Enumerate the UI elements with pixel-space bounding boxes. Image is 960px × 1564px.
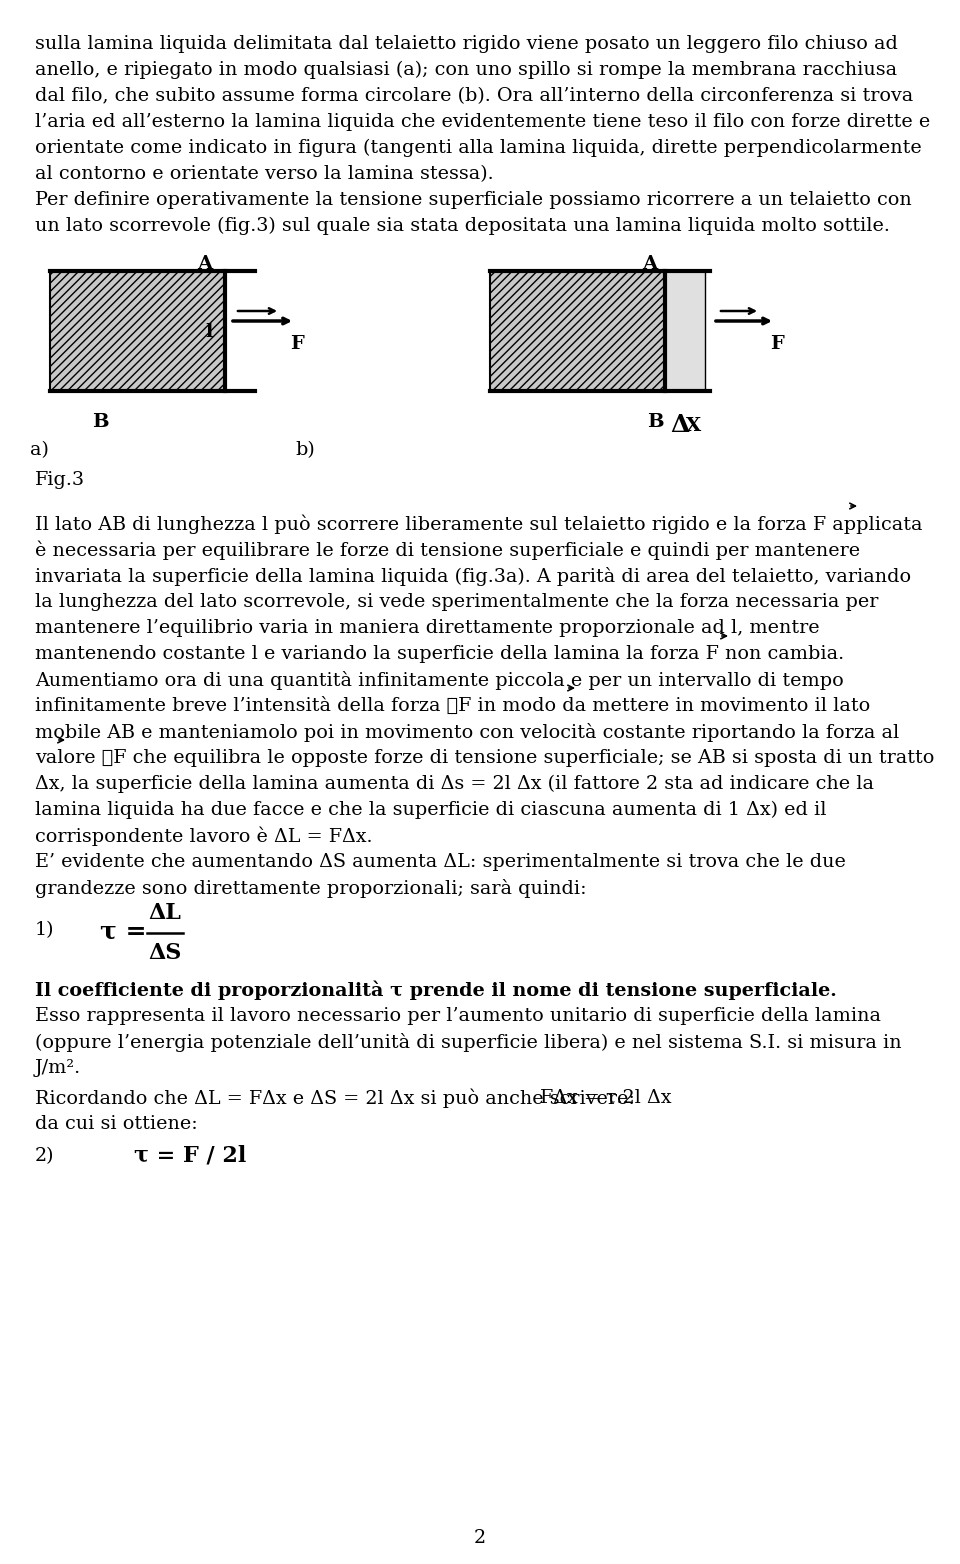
Text: A: A [198, 255, 212, 274]
Text: Il lato AB di lunghezza l può scorrere liberamente sul telaietto rigido e la for: Il lato AB di lunghezza l può scorrere l… [35, 515, 923, 535]
Text: F: F [770, 335, 783, 353]
Text: Esso rappresenta il lavoro necessario per l’aumento unitario di superficie della: Esso rappresenta il lavoro necessario pe… [35, 1007, 881, 1024]
Text: l’aria ed all’esterno la lamina liquida che evidentemente tiene teso il filo con: l’aria ed all’esterno la lamina liquida … [35, 113, 930, 131]
Text: τ =: τ = [100, 920, 147, 943]
Text: grandezze sono direttamente proporzionali; sarà quindi:: grandezze sono direttamente proporzional… [35, 879, 587, 898]
Text: sulla lamina liquida delimitata dal telaietto rigido viene posato un leggero fil: sulla lamina liquida delimitata dal tela… [35, 34, 898, 53]
Text: corrispondente lavoro è ΔL = FΔx.: corrispondente lavoro è ΔL = FΔx. [35, 827, 372, 846]
Text: orientate come indicato in figura (tangenti alla lamina liquida, dirette perpend: orientate come indicato in figura (tange… [35, 139, 922, 158]
Text: la lunghezza del lato scorrevole, si vede sperimentalmente che la forza necessar: la lunghezza del lato scorrevole, si ved… [35, 593, 878, 612]
Text: F: F [290, 335, 303, 353]
Text: valore ⃗F che equilibra le opposte forze di tensione superficiale; se AB si spos: valore ⃗F che equilibra le opposte forze… [35, 749, 934, 766]
Text: Per definire operativamente la tensione superficiale possiamo ricorrere a un tel: Per definire operativamente la tensione … [35, 191, 912, 210]
Text: al contorno e orientate verso la lamina stessa).: al contorno e orientate verso la lamina … [35, 164, 493, 183]
Text: A: A [642, 255, 658, 274]
Text: infinitamente breve l’intensità della forza ⃗F in modo da mettere in movimento i: infinitamente breve l’intensità della fo… [35, 698, 871, 715]
Text: invariata la superficie della lamina liquida (fig.3a). A parità di area del tela: invariata la superficie della lamina liq… [35, 568, 911, 586]
Text: ΔL: ΔL [149, 902, 181, 924]
Text: ΔS: ΔS [148, 942, 181, 963]
Text: J/m².: J/m². [35, 1059, 82, 1078]
Bar [50, 271, 225, 391]
Text: (oppure l’energia potenziale dell’unità di superficie libera) e nel sistema S.I.: (oppure l’energia potenziale dell’unità … [35, 1032, 901, 1053]
Text: B: B [647, 413, 663, 432]
Text: FΔx = τ.2l Δx: FΔx = τ.2l Δx [540, 1089, 671, 1107]
Text: Ricordando che ΔL = FΔx e ΔS = 2l Δx si può anche scrivere:: Ricordando che ΔL = FΔx e ΔS = 2l Δx si … [35, 1089, 635, 1109]
Text: è necessaria per equilibrare le forze di tensione superficiale e quindi per mant: è necessaria per equilibrare le forze di… [35, 541, 860, 560]
Text: X: X [686, 418, 701, 435]
Text: da cui si ottiene:: da cui si ottiene: [35, 1115, 198, 1132]
Text: 1): 1) [35, 921, 55, 938]
Text: Fig.3: Fig.3 [35, 471, 85, 490]
Bar [490, 271, 665, 391]
Text: lamina liquida ha due facce e che la superficie di ciascuna aumenta di 1 Δx) ed : lamina liquida ha due facce e che la sup… [35, 801, 827, 820]
Text: mobile AB e manteniamolo poi in movimento con velocità costante riportando la fo: mobile AB e manteniamolo poi in moviment… [35, 723, 900, 741]
Text: anello, e ripiegato in modo qualsiasi (a); con uno spillo si rompe la membrana r: anello, e ripiegato in modo qualsiasi (a… [35, 61, 898, 80]
Text: mantenere l’equilibrio varia in maniera direttamente proporzionale ad l, mentre: mantenere l’equilibrio varia in maniera … [35, 619, 820, 637]
Bar [665, 271, 705, 391]
Text: mantenendo costante l e variando la superficie della lamina la forza F non cambi: mantenendo costante l e variando la supe… [35, 644, 844, 663]
Text: l: l [205, 324, 213, 341]
Text: Aumentiamo ora di una quantità infinitamente piccola e per un intervallo di temp: Aumentiamo ora di una quantità infinitam… [35, 671, 844, 690]
Text: E’ evidente che aumentando ΔS aumenta ΔL: sperimentalmente si trova che le due: E’ evidente che aumentando ΔS aumenta ΔL… [35, 852, 846, 871]
Text: Δx, la superficie della lamina aumenta di Δs = 2l Δx (il fattore 2 sta ad indica: Δx, la superficie della lamina aumenta d… [35, 776, 874, 793]
Text: 2: 2 [474, 1530, 486, 1547]
Text: a): a) [30, 441, 49, 458]
Text: 2): 2) [35, 1146, 55, 1165]
Text: b): b) [295, 441, 315, 458]
Text: dal filo, che subito assume forma circolare (b). Ora all’interno della circonfer: dal filo, che subito assume forma circol… [35, 88, 913, 105]
Text: un lato scorrevole (fig.3) sul quale sia stata depositata una lamina liquida mol: un lato scorrevole (fig.3) sul quale sia… [35, 217, 890, 235]
Text: τ = F / 2l: τ = F / 2l [133, 1143, 246, 1167]
Text: Δ: Δ [670, 413, 689, 436]
Text: Il coefficiente di proporzionalità τ prende il nome di tensione superficiale.: Il coefficiente di proporzionalità τ pre… [35, 981, 837, 1001]
Text: B: B [92, 413, 108, 432]
